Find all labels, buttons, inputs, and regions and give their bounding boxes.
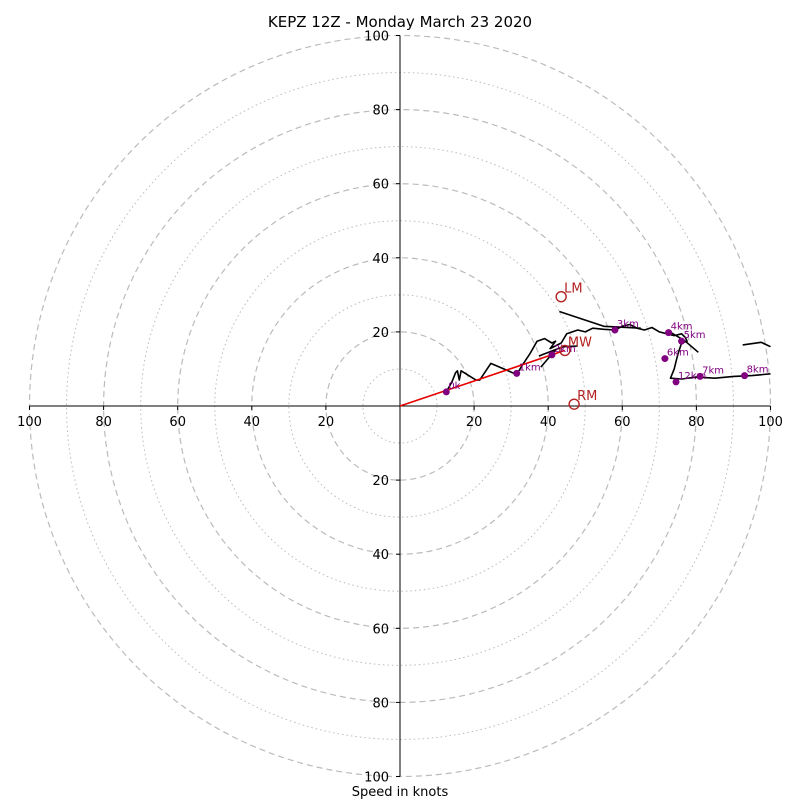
height-marker-dot [661, 355, 669, 363]
storm-motion-circle [559, 344, 571, 357]
height-marker-dot [665, 329, 673, 337]
height-marker-dot [741, 372, 749, 380]
y-tick-label: 20 [372, 474, 389, 489]
storm-motion-circle [555, 291, 567, 303]
x-tick-label: 20 [318, 415, 335, 430]
hodograph-line [445, 323, 771, 393]
height-marker-dot [442, 388, 450, 396]
storm-motion-label: MW [568, 335, 592, 350]
x-tick-label: 60 [614, 415, 631, 430]
height-marker-label: 6km [667, 348, 689, 359]
height-marker-label: 5km [684, 330, 706, 341]
height-marker-label: 7km [702, 365, 724, 376]
height-marker-label: 4km [671, 322, 693, 333]
storm-motion-label: RM [577, 389, 597, 404]
height-marker-label: 2km [554, 344, 576, 355]
height-marker-dot [672, 378, 680, 386]
height-marker-dot [611, 326, 619, 334]
height-marker-label: 12km [678, 371, 706, 382]
height-marker-dot [678, 337, 686, 345]
height-marker-label: 8km [747, 365, 769, 376]
mean-wind-vector [399, 349, 566, 407]
hodograph-segment [742, 341, 771, 348]
y-tick-label: 40 [372, 252, 389, 267]
x-axis-label: Speed in knots [352, 785, 449, 800]
height-marker-label: 3km [617, 319, 639, 330]
x-tick-label: 40 [244, 415, 261, 430]
x-tick-label: 20 [466, 415, 483, 430]
hodograph-segment [538, 345, 578, 357]
mean-wind-line [399, 349, 566, 407]
tick-labels: 100 80 60 40 20 20 40 60 80 100 100 80 60 40 20 20 40 60 8… [17, 30, 783, 786]
x-tick-label: 100 [758, 415, 783, 430]
y-tick-label: 80 [372, 696, 389, 711]
x-tick-label: 80 [688, 415, 705, 430]
y-tick-label: 40 [372, 548, 389, 563]
height-marker-label: 0k [448, 381, 460, 392]
hodograph-segment [666, 329, 699, 353]
y-tick-label: 100 [364, 771, 389, 786]
storm-motion-circle [568, 398, 580, 410]
x-tick-label: 80 [95, 415, 112, 430]
x-tick-label: 60 [169, 415, 186, 430]
y-tick-label: 80 [372, 104, 389, 119]
height-marker-dot [513, 369, 521, 377]
height-marker-dot [548, 351, 556, 359]
storm-motion-label: LM [564, 282, 582, 297]
height-marker-dot [696, 372, 704, 380]
y-tick-label: 60 [372, 622, 389, 637]
y-tick-label: 20 [372, 326, 389, 341]
hodograph-trace [445, 310, 771, 393]
storm-motion-markers: LM MW RM [555, 282, 597, 410]
chart-title: KEPZ 12Z - Monday March 23 2020 [268, 13, 532, 31]
x-tick-label: 100 [17, 415, 42, 430]
y-tick-label: 100 [364, 30, 389, 45]
x-tick-label: 40 [540, 415, 557, 430]
hodograph-segment [559, 310, 641, 329]
height-marker-label: 1km [519, 362, 541, 373]
y-tick-label: 60 [372, 178, 389, 193]
